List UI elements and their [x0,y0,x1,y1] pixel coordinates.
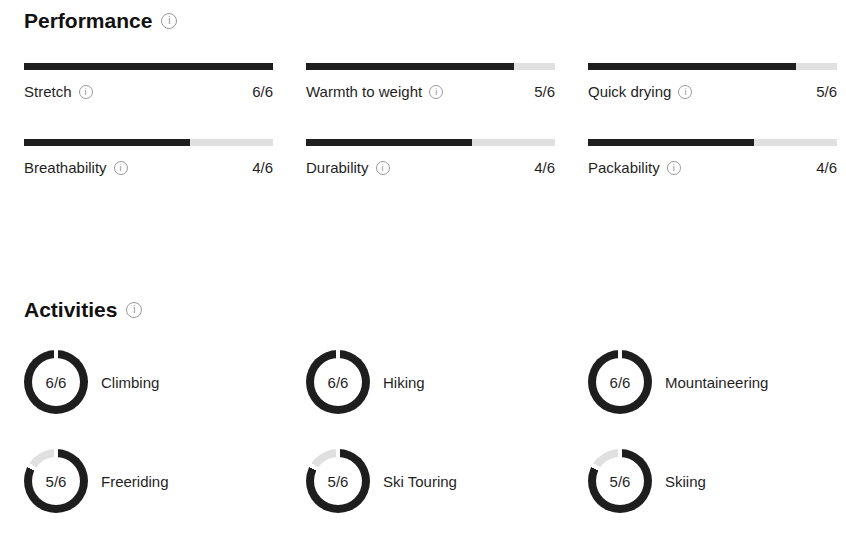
activity-label: Hiking [383,374,425,391]
activities-header: Activities i [24,297,837,322]
rating-bar-track [306,139,555,146]
performance-label-row: Packability i 4/6 [588,159,837,177]
performance-label-row: Warmth to weight i 5/6 [306,83,555,101]
rating-value: 6/6 [252,83,273,101]
activity-rating-value: 6/6 [610,374,631,391]
performance-label: Packability [588,159,660,177]
rating-value: 5/6 [534,83,555,101]
info-icon[interactable]: i [114,161,128,175]
activity-label: Ski Touring [383,473,457,490]
activity-rating-value: 6/6 [328,374,349,391]
rating-bar-fill [306,139,472,146]
performance-section: Performance i Stretch i 6/6 Warmth to we… [24,8,837,177]
activity-ring: 6/6 [588,350,652,414]
activity-label: Freeriding [101,473,169,490]
rating-bar-fill [306,63,514,70]
activity-rating-value: 5/6 [610,473,631,490]
performance-label: Warmth to weight [306,83,422,101]
rating-bar-track [24,139,273,146]
performance-title: Performance [24,8,152,33]
activity-item: 6/6 Climbing [24,350,273,414]
rating-value: 4/6 [534,159,555,177]
activity-item: 5/6 Skiing [588,449,837,513]
activity-rating-value: 5/6 [328,473,349,490]
activity-label: Climbing [101,374,159,391]
info-icon[interactable]: i [667,161,681,175]
info-icon[interactable]: i [126,302,142,318]
activity-item: 5/6 Freeriding [24,449,273,513]
performance-item: Warmth to weight i 5/6 [306,63,555,101]
rating-bar-fill [588,63,796,70]
activity-item: 5/6 Ski Touring [306,449,555,513]
performance-label-row: Quick drying i 5/6 [588,83,837,101]
performance-item: Stretch i 6/6 [24,63,273,101]
performance-label: Stretch [24,83,72,101]
product-ratings-page: Performance i Stretch i 6/6 Warmth to we… [0,0,846,513]
rating-bar-track [588,63,837,70]
rating-value: 5/6 [816,83,837,101]
performance-label-row: Breathability i 4/6 [24,159,273,177]
activity-ring: 5/6 [24,449,88,513]
performance-label: Quick drying [588,83,671,101]
rating-bar-fill [24,63,273,70]
info-icon[interactable]: i [376,161,390,175]
rating-value: 4/6 [816,159,837,177]
rating-bar-fill [24,139,190,146]
performance-label-row: Stretch i 6/6 [24,83,273,101]
info-icon[interactable]: i [678,85,692,99]
performance-item: Breathability i 4/6 [24,139,273,177]
performance-item: Packability i 4/6 [588,139,837,177]
activity-ring: 6/6 [306,350,370,414]
activities-section: Activities i 6/6 Climbing 6/6 Hiking 6/6… [24,297,837,513]
activity-rating-value: 6/6 [46,374,67,391]
activity-item: 6/6 Mountaineering [588,350,837,414]
activities-grid: 6/6 Climbing 6/6 Hiking 6/6 Mountaineeri… [24,350,837,513]
activity-label: Mountaineering [665,374,768,391]
activity-item: 6/6 Hiking [306,350,555,414]
performance-header: Performance i [24,8,837,33]
rating-bar-track [306,63,555,70]
rating-bar-track [588,139,837,146]
activity-ring: 5/6 [306,449,370,513]
rating-bar-fill [588,139,754,146]
activity-rating-value: 5/6 [46,473,67,490]
performance-grid: Stretch i 6/6 Warmth to weight i 5/6 Qui… [24,63,837,177]
performance-item: Quick drying i 5/6 [588,63,837,101]
info-icon[interactable]: i [79,85,93,99]
info-icon[interactable]: i [161,13,177,29]
performance-item: Durability i 4/6 [306,139,555,177]
performance-label: Durability [306,159,369,177]
activities-title: Activities [24,297,117,322]
performance-label: Breathability [24,159,107,177]
rating-bar-track [24,63,273,70]
activity-ring: 6/6 [24,350,88,414]
activity-ring: 5/6 [588,449,652,513]
performance-label-row: Durability i 4/6 [306,159,555,177]
rating-value: 4/6 [252,159,273,177]
activity-label: Skiing [665,473,706,490]
info-icon[interactable]: i [429,85,443,99]
